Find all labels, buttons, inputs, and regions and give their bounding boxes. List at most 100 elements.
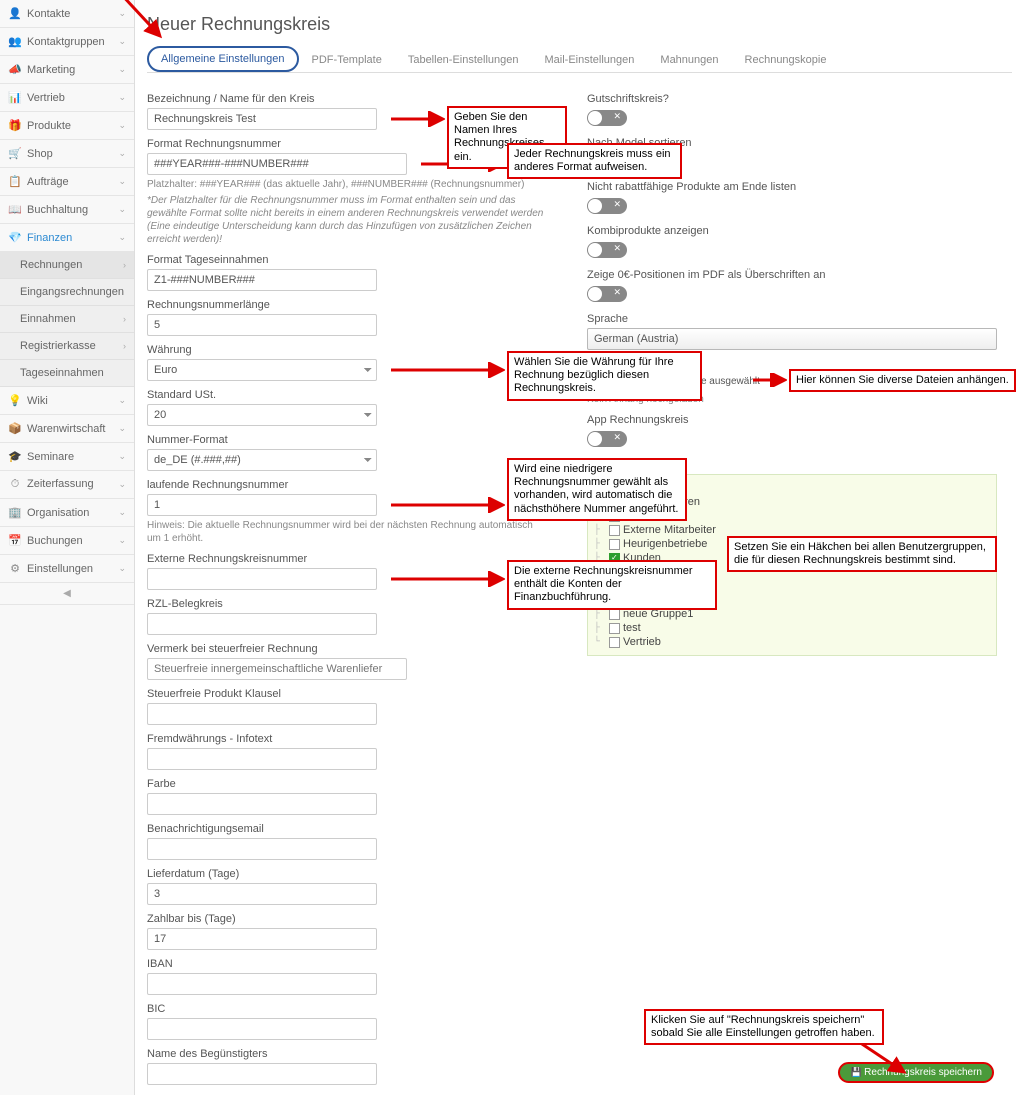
- group-label: test: [623, 622, 641, 634]
- tab-allgemeine-einstellungen[interactable]: Allgemeine Einstellungen: [147, 46, 299, 72]
- kombi-toggle[interactable]: [587, 242, 627, 258]
- kontaktgruppen-icon: 👥: [8, 35, 22, 48]
- checkbox-icon[interactable]: [609, 623, 620, 634]
- sidebar-item-zeiterfassung[interactable]: ⏱Zeiterfassung⌄: [0, 471, 134, 499]
- null-label: Zeige 0€-Positionen im PDF als Überschri…: [587, 269, 1012, 281]
- save-button[interactable]: Rechnungskreis speichern: [838, 1062, 994, 1083]
- sidebar-sub-tageseinnahmen[interactable]: Tageseinnahmen: [0, 360, 134, 387]
- tages-input[interactable]: [147, 269, 377, 291]
- waehrung-select[interactable]: Euro: [147, 359, 377, 381]
- group-label: neue Gruppe1: [623, 608, 693, 620]
- farbe-input[interactable]: [147, 793, 377, 815]
- chevron-down-icon: ⌄: [118, 120, 126, 131]
- email-input[interactable]: [147, 838, 377, 860]
- laufende-input[interactable]: [147, 494, 377, 516]
- fremd-label: Fremdwährungs - Infotext: [147, 733, 567, 745]
- sidebar-item-label: Produkte: [27, 120, 71, 132]
- lieferdatum-input[interactable]: [147, 883, 377, 905]
- ust-label: Standard USt.: [147, 389, 567, 401]
- sidebar-item-label: Zeiterfassung: [27, 478, 94, 490]
- nummerfmt-select[interactable]: de_DE (#.###,##): [147, 449, 377, 471]
- zahlbar-input[interactable]: [147, 928, 377, 950]
- sidebar-item-label: Finanzen: [27, 232, 72, 244]
- group-item[interactable]: ├Externe Mitarbeiter: [594, 523, 990, 537]
- tab-mail-einstellungen[interactable]: Mail-Einstellungen: [532, 46, 648, 73]
- annot-gruppen: Setzen Sie ein Häkchen bei allen Benutze…: [727, 536, 997, 572]
- sidebar-item-vertrieb[interactable]: 📊Vertrieb⌄: [0, 84, 134, 112]
- tab-rechnungskopie[interactable]: Rechnungskopie: [732, 46, 840, 73]
- bezeichnung-input[interactable]: [147, 108, 377, 130]
- externe-label: Externe Rechnungskreisnummer: [147, 553, 567, 565]
- group-item[interactable]: ├test: [594, 621, 990, 635]
- sprache-select[interactable]: German (Austria): [587, 328, 997, 350]
- sidebar-item-label: Wiki: [27, 395, 48, 407]
- chevron-down-icon: ⌄: [118, 423, 126, 434]
- tab-tabellen-einstellungen[interactable]: Tabellen-Einstellungen: [395, 46, 532, 73]
- vertrieb-icon: 📊: [8, 91, 22, 104]
- tab-pdf-template[interactable]: PDF-Template: [299, 46, 395, 73]
- laufende-label: laufende Rechnungsnummer: [147, 479, 567, 491]
- sidebar-item-wiki[interactable]: 💡Wiki⌄: [0, 387, 134, 415]
- seminare-icon: 🎓: [8, 450, 22, 463]
- sidebar-item-kontakte[interactable]: 👤Kontakte⌄: [0, 0, 134, 28]
- sidebar-item-label: Aufträge: [27, 176, 69, 188]
- checkbox-icon[interactable]: [609, 637, 620, 648]
- page-title: Neuer Rechnungskreis: [147, 14, 1012, 35]
- klausel-input[interactable]: [147, 703, 377, 725]
- group-label: Vertrieb: [623, 636, 661, 648]
- sidebar-item-produkte[interactable]: 🎁 Produkte ⌄: [0, 112, 134, 140]
- sidebar-item-seminare[interactable]: 🎓Seminare⌄: [0, 443, 134, 471]
- beg-input[interactable]: [147, 1063, 377, 1085]
- vermerk-input[interactable]: [147, 658, 407, 680]
- sidebar-item-einstellungen[interactable]: ⚙Einstellungen⌄: [0, 555, 134, 583]
- organisation-icon: 🏢: [8, 506, 22, 519]
- annot-externe: Die externe Rechnungskreisnummer enthält…: [507, 560, 717, 610]
- sidebar-item-shop[interactable]: 🛒Shop⌄: [0, 140, 134, 168]
- ust-select[interactable]: 20: [147, 404, 377, 426]
- sidebar-item-label: Seminare: [27, 451, 74, 463]
- farbe-label: Farbe: [147, 778, 567, 790]
- format-input[interactable]: [147, 153, 407, 175]
- sidebar-sub-rechnungen[interactable]: Rechnungen›: [0, 252, 134, 279]
- sidebar-item-buchungen[interactable]: 📅Buchungen⌄: [0, 527, 134, 555]
- sidebar-sub-registrierkasse[interactable]: Registrierkasse›: [0, 333, 134, 360]
- iban-label: IBAN: [147, 958, 567, 970]
- form-left-column: Bezeichnung / Name für den Kreis Geben S…: [147, 85, 567, 1085]
- sidebar-item-finanzen[interactable]: 💎Finanzen⌄: [0, 224, 134, 252]
- kombi-label: Kombiprodukte anzeigen: [587, 225, 1012, 237]
- sidebar-collapse[interactable]: ◀: [0, 583, 134, 605]
- lieferdatum-label: Lieferdatum (Tage): [147, 868, 567, 880]
- fremd-input[interactable]: [147, 748, 377, 770]
- sidebar-item-label: Organisation: [27, 507, 89, 519]
- gutschrift-toggle[interactable]: [587, 110, 627, 126]
- sidebar-item-organisation[interactable]: 🏢Organisation⌄: [0, 499, 134, 527]
- marketing-icon: 📣: [8, 63, 22, 76]
- externe-input[interactable]: [147, 568, 377, 590]
- checkbox-icon[interactable]: [609, 525, 620, 536]
- group-item[interactable]: └Vertrieb: [594, 635, 990, 649]
- null-toggle[interactable]: [587, 286, 627, 302]
- checkbox-icon[interactable]: [609, 539, 620, 550]
- sidebar-item-kontaktgruppen[interactable]: 👥Kontaktgruppen⌄: [0, 28, 134, 56]
- rnlen-input[interactable]: [147, 314, 377, 336]
- checkbox-icon[interactable]: [609, 609, 620, 620]
- sidebar-item-buchhaltung[interactable]: 📖Buchhaltung⌄: [0, 196, 134, 224]
- sidebar-item-marketing[interactable]: 📣Marketing⌄: [0, 56, 134, 84]
- tab-mahnungen[interactable]: Mahnungen: [647, 46, 731, 73]
- chevron-right-icon: ›: [123, 314, 126, 324]
- rzl-input[interactable]: [147, 613, 377, 635]
- rabatt-label: Nicht rabattfähige Produkte am Ende list…: [587, 181, 1012, 193]
- bic-input[interactable]: [147, 1018, 377, 1040]
- chevron-down-icon: ⌄: [118, 64, 126, 75]
- group-label: Heurigenbetriebe: [623, 538, 707, 550]
- produkte-icon: 🎁: [8, 119, 22, 132]
- sidebar-item-auftraege[interactable]: 📋Aufträge⌄: [0, 168, 134, 196]
- sidebar-item-label: Shop: [27, 148, 53, 160]
- rzl-label: RZL-Belegkreis: [147, 598, 567, 610]
- sidebar-sub-einnahmen[interactable]: Einnahmen›: [0, 306, 134, 333]
- sidebar-sub-eingangsrechnungen[interactable]: Eingangsrechnungen: [0, 279, 134, 306]
- app-toggle[interactable]: [587, 431, 627, 447]
- sidebar-item-warenwirtschaft[interactable]: 📦Warenwirtschaft⌄: [0, 415, 134, 443]
- rabatt-toggle[interactable]: [587, 198, 627, 214]
- iban-input[interactable]: [147, 973, 377, 995]
